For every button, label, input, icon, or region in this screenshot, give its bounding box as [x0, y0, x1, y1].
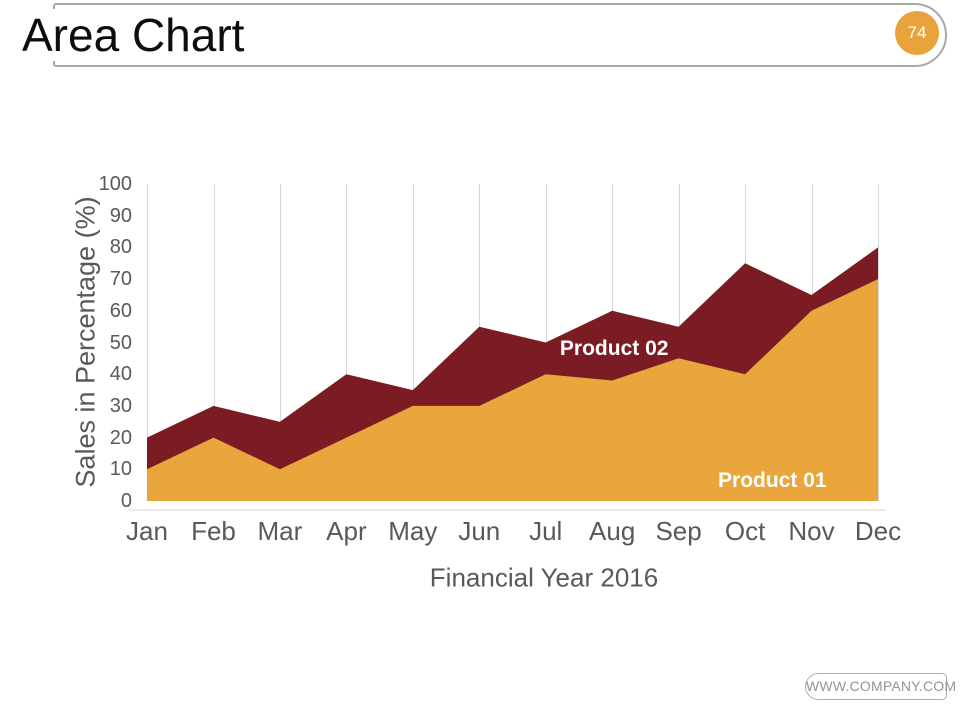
gridline-apr [346, 184, 348, 501]
plot-area: Product 02 Product 01 [147, 184, 879, 501]
series-label-product-02: Product 02 [559, 336, 669, 360]
area-chart-canvas [147, 247, 878, 501]
y-tick-label-30: 30 [109, 394, 132, 417]
y-tick-label-50: 50 [109, 331, 132, 354]
gridline-jan [147, 184, 148, 501]
x-axis-title: Financial Year 2016 [429, 562, 659, 593]
series-label-product-01: Product 01 [718, 469, 827, 492]
x-tick-label-aug: Aug [589, 516, 636, 546]
x-tick-label-apr: Apr [326, 516, 367, 546]
gridline-mar [279, 184, 281, 501]
gridline-may [412, 184, 414, 501]
y-tick-label-40: 40 [109, 363, 132, 386]
footer-company-url: WWW.COMPANY.COM [805, 673, 956, 700]
gridline-feb [213, 184, 215, 501]
y-tick-label-0: 0 [120, 490, 132, 512]
x-tick-label-nov: Nov [788, 516, 835, 546]
x-tick-label-oct: Oct [724, 516, 766, 546]
x-axis-line [128, 509, 886, 511]
x-tick-label-sep: Sep [655, 516, 702, 546]
y-tick-label-60: 60 [109, 299, 132, 322]
gridline-dec [878, 184, 879, 501]
page-title: Area Chart [22, 9, 257, 61]
x-tick-label-may: May [388, 516, 438, 546]
y-axis-title: Sales in Percentage (%) [70, 196, 101, 488]
x-tick-label-jun: Jun [458, 516, 501, 546]
x-axis-ticks: Jan Feb Mar Apr May Jun Jul Aug Sep Oct Nov Dec [126, 516, 901, 548]
x-tick-label-mar: Mar [257, 516, 303, 546]
page-number-badge: 74 [895, 11, 939, 55]
x-tick-label-dec: Dec [854, 516, 902, 546]
y-tick-label-10: 10 [109, 458, 132, 481]
x-tick-label-feb: Feb [191, 516, 236, 546]
y-tick-label-70: 70 [109, 268, 132, 291]
x-tick-label-jul: Jul [529, 516, 563, 546]
y-tick-label-20: 20 [109, 426, 132, 449]
x-tick-label-jan: Jan [126, 516, 168, 546]
y-tick-label-100: 100 [98, 173, 132, 195]
y-tick-label-80: 80 [109, 236, 132, 259]
y-axis-ticks: 0 10 20 30 40 50 60 70 80 90 100 [55, 173, 138, 512]
y-tick-label-90: 90 [109, 204, 132, 227]
